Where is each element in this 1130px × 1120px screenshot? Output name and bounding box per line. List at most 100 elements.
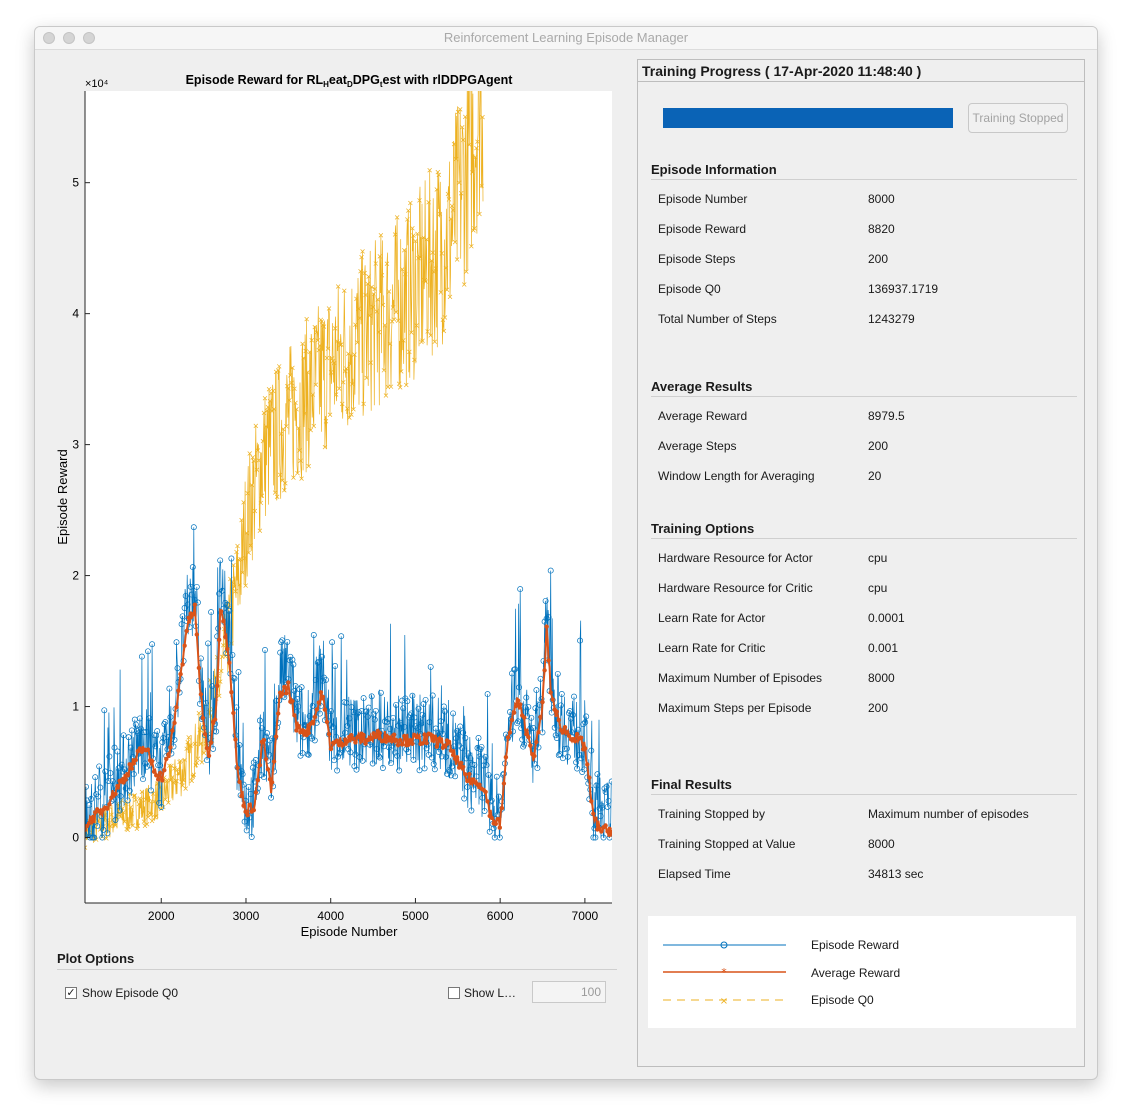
y-tick-label: 1	[72, 700, 79, 714]
data-point	[86, 821, 92, 826]
data-point	[114, 748, 121, 755]
data-point	[477, 211, 482, 217]
data-point	[361, 732, 366, 738]
data-point	[286, 386, 291, 391]
data-point	[427, 167, 432, 173]
data-point	[346, 715, 353, 722]
data-point	[450, 710, 457, 717]
data-point	[393, 737, 399, 743]
data-point	[412, 357, 417, 363]
data-point	[410, 756, 417, 763]
data-point	[254, 467, 260, 472]
data-point	[459, 125, 465, 130]
data-point	[204, 745, 210, 751]
data-point	[412, 723, 419, 730]
data-point	[408, 738, 413, 743]
data-point	[133, 757, 138, 763]
data-point	[383, 393, 389, 398]
data-point	[345, 406, 350, 411]
show-last-checkbox[interactable]	[448, 987, 460, 999]
training-progress-header: Training Progress ( 17-Apr-2020 11:48:40…	[638, 60, 1084, 82]
show-q0-checkbox[interactable]: ✓	[65, 987, 77, 999]
data-point	[407, 349, 412, 355]
data-point	[267, 398, 273, 404]
data-point	[429, 692, 436, 699]
data-point	[164, 756, 169, 762]
data-point	[557, 702, 564, 709]
data-point	[174, 665, 181, 672]
data-point	[390, 714, 397, 721]
data-point	[518, 702, 523, 707]
data-point	[292, 386, 297, 391]
legend-swatch-episode-q0: ×	[663, 996, 786, 1007]
data-point	[174, 705, 179, 710]
data-point	[156, 777, 161, 782]
data-point	[189, 778, 195, 784]
options-row-label: Maximum Steps per Episode	[658, 701, 812, 715]
data-point	[284, 691, 289, 696]
data-point	[442, 315, 448, 320]
data-point	[157, 762, 164, 769]
close-window-button[interactable]	[43, 32, 55, 44]
data-point	[405, 749, 412, 755]
data-point	[363, 741, 368, 746]
data-point	[287, 397, 292, 403]
data-point	[352, 352, 357, 357]
final-results-divider	[651, 794, 1077, 795]
data-point	[372, 707, 379, 714]
data-point	[404, 382, 409, 388]
data-point	[158, 770, 163, 776]
data-point	[199, 760, 205, 765]
data-point	[231, 710, 236, 716]
data-point	[472, 226, 477, 231]
data-point	[386, 744, 392, 751]
last-n-input[interactable]: 100	[532, 981, 606, 1003]
data-point	[489, 815, 494, 820]
data-point	[585, 762, 590, 767]
final-results-title: Final Results	[651, 777, 732, 792]
data-point	[518, 725, 525, 732]
data-point	[186, 735, 191, 740]
data-point	[409, 330, 414, 335]
data-point	[104, 830, 111, 837]
data-point	[364, 375, 369, 381]
data-point	[457, 765, 462, 770]
data-point	[323, 676, 329, 683]
data-point	[135, 823, 141, 829]
data-point	[334, 338, 340, 344]
data-point	[435, 749, 442, 755]
data-point	[152, 743, 159, 750]
data-point	[326, 731, 332, 737]
data-point	[101, 707, 108, 714]
data-point	[215, 683, 220, 688]
data-point	[371, 731, 376, 736]
data-point	[583, 713, 590, 720]
data-point	[450, 207, 456, 213]
zoom-window-button[interactable]	[83, 32, 95, 44]
data-point	[239, 517, 244, 523]
data-point	[507, 730, 513, 735]
minimize-window-button[interactable]	[63, 32, 75, 44]
data-point	[126, 824, 131, 829]
data-point	[445, 191, 451, 197]
data-point	[172, 766, 177, 771]
training-stopped-button[interactable]: Training Stopped	[968, 103, 1068, 133]
data-point	[471, 777, 476, 782]
options-row-value: 200	[868, 701, 889, 715]
data-point	[410, 225, 415, 231]
data-point	[469, 244, 474, 249]
data-point	[572, 738, 578, 744]
data-point	[187, 743, 192, 748]
data-point	[225, 646, 230, 652]
data-point	[335, 284, 341, 289]
data-point	[338, 342, 344, 347]
data-point	[431, 269, 436, 275]
data-point	[454, 755, 460, 760]
episode-manager-window: Reinforcement Learning Episode Manager E…	[34, 26, 1098, 1080]
data-point	[139, 789, 145, 795]
data-point	[458, 191, 464, 196]
data-point	[273, 734, 279, 739]
data-point	[253, 790, 258, 795]
options-row-label: Maximum Number of Episodes	[658, 671, 823, 685]
data-point	[258, 500, 264, 506]
